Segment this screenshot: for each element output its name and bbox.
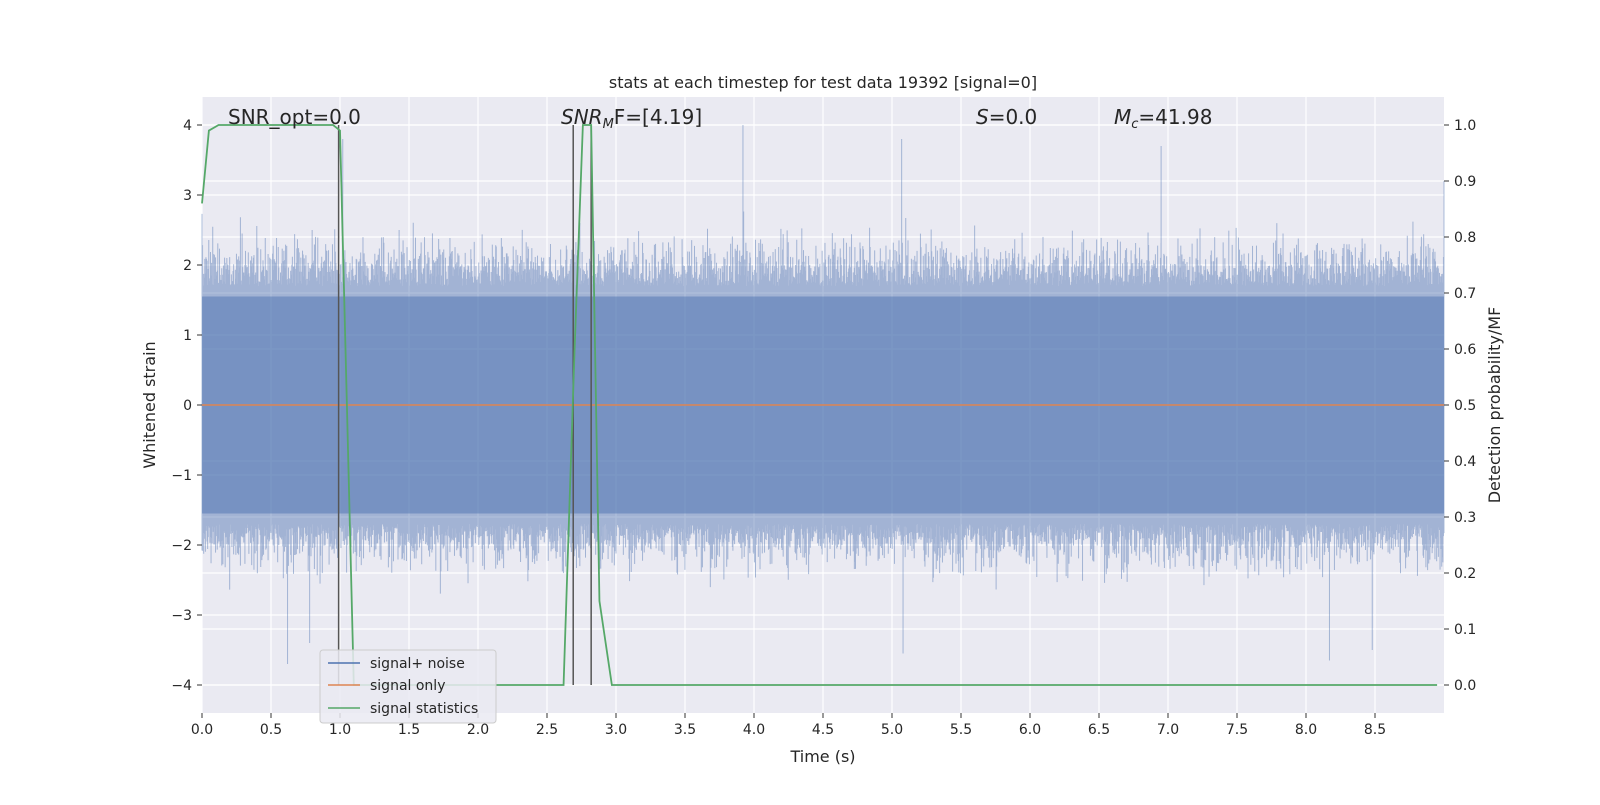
x-tick-label: 6.0 [1019, 722, 1041, 738]
annotation-snr-opt: SNR_opt=0.0 [228, 105, 361, 129]
x-tick-label: 8.5 [1364, 722, 1386, 738]
y-tick-label-left: 3 [183, 188, 192, 204]
y-tick-label-right: 0.0 [1454, 678, 1476, 694]
y-tick-label-left: 2 [183, 258, 192, 274]
annotation-mc-sub: c [1131, 117, 1138, 132]
y-tick-label-left: −1 [171, 468, 192, 484]
annotation-mc-rest: =41.98 [1138, 105, 1212, 129]
x-tick-label: 3.5 [674, 722, 696, 738]
x-tick-label: 0.5 [260, 722, 282, 738]
series-line-signal-statistics [201, 124, 1438, 686]
x-tick-label: 5.0 [881, 722, 903, 738]
y-tick-label-left: −4 [171, 678, 192, 694]
y-tick-label-left: −2 [171, 538, 192, 554]
series-lines [201, 124, 1444, 686]
annotation-s-rest: =0.0 [989, 105, 1038, 129]
y-tick-label-right: 1.0 [1454, 118, 1476, 134]
y-axis-label-left: Whitened strain [140, 341, 159, 468]
x-tick-label: 0.0 [191, 722, 213, 738]
legend-label-signal-statistics: signal statistics [370, 701, 478, 717]
y-tick-label-left: 4 [183, 118, 192, 134]
x-tick-label: 1.5 [398, 722, 420, 738]
x-tick-label: 5.5 [950, 722, 972, 738]
x-tick-label: 7.5 [1226, 722, 1248, 738]
annotation-snr-mf: SNRMF=[4.19] [561, 105, 702, 132]
y-tick-label-right: 0.6 [1454, 342, 1476, 358]
legend-box [319, 649, 497, 724]
x-tick-label: 2.0 [467, 722, 489, 738]
annotation-mc-label: M [1114, 105, 1131, 129]
annotation-mc: Mc=41.98 [1114, 105, 1212, 132]
y-tick-label-right: 0.5 [1454, 398, 1476, 414]
annotation-snr-mf-rest: F=[4.19] [614, 105, 702, 129]
ticks: 0.0 0.5 1.0 1.5 2.0 2.5 3.0 3.5 4.0 4.5 5.0 5.5 6.0 6… [171, 118, 1476, 738]
x-tick-label: 1.0 [329, 722, 351, 738]
chart-title: stats at each timestep for test data 193… [609, 73, 1037, 92]
y-axis-label-right: Detection probability/MF [1485, 307, 1504, 504]
x-tick-label: 6.5 [1088, 722, 1110, 738]
y-tick-label-left: 0 [183, 398, 192, 414]
y-tick-label-right: 0.7 [1454, 286, 1476, 302]
y-tick-label-right: 0.8 [1454, 230, 1476, 246]
legend-label-signal-noise: signal+ noise [370, 656, 465, 672]
x-tick-label: 2.5 [536, 722, 558, 738]
y-tick-label-right: 0.3 [1454, 510, 1476, 526]
y-tick-label-right: 0.1 [1454, 622, 1476, 638]
x-tick-label: 8.0 [1295, 722, 1317, 738]
x-tick-label: 7.0 [1157, 722, 1179, 738]
y-tick-label-left: 1 [183, 328, 192, 344]
legend: signal+ noise signal only signal statist… [319, 649, 497, 724]
y-tick-label-right: 0.9 [1454, 174, 1476, 190]
annotation-snr-mf-sub: M [603, 117, 614, 132]
annotation-s-label: S [976, 105, 989, 129]
x-tick-label: 4.5 [812, 722, 834, 738]
legend-label-signal-only: signal only [370, 678, 445, 694]
x-tick-label: 4.0 [743, 722, 765, 738]
annotation-s: S=0.0 [976, 105, 1037, 129]
y-tick-label-right: 0.2 [1454, 566, 1476, 582]
x-axis-label: Time (s) [789, 747, 855, 766]
x-tick-label: 3.0 [605, 722, 627, 738]
y-tick-label-right: 0.4 [1454, 454, 1476, 470]
annotation-snr-mf-label: SNR [561, 105, 603, 129]
y-tick-label-left: −3 [171, 608, 192, 624]
